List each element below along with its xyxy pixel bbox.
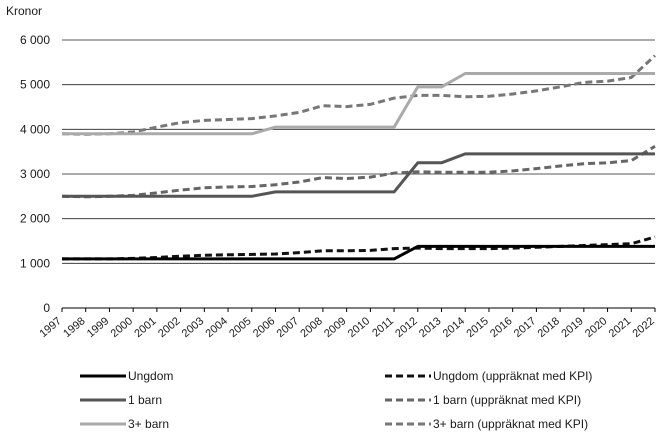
- x-tick-label: 2021: [607, 315, 633, 340]
- x-tick-label: 2015: [464, 315, 490, 340]
- y-tick-label: 1 000: [20, 256, 50, 270]
- x-tick-label: 2004: [203, 315, 229, 340]
- y-tick-label: 0: [43, 301, 50, 315]
- series-line: [61, 54, 657, 136]
- legend-label: 1 barn: [128, 393, 162, 407]
- legend: Ungdom 1 barn 3+ barn Ungdom (uppräknat med…: [80, 369, 592, 431]
- x-tick-label: 2012: [393, 315, 419, 340]
- x-tick-label: 2005: [227, 315, 253, 340]
- legend-label: Ungdom: [128, 369, 173, 383]
- y-tick-labels: 0 1 000 2 000 3 000 4 000 5 000 6 000: [20, 33, 50, 315]
- series-line: [62, 244, 655, 261]
- series-line: [62, 72, 655, 136]
- x-tick-label: 2009: [322, 315, 348, 340]
- y-tick-label: 5 000: [20, 78, 50, 92]
- series-line: [62, 235, 656, 261]
- x-tick-label: 2019: [559, 315, 585, 340]
- series-line: [62, 152, 655, 198]
- x-tick-label: 2013: [417, 315, 443, 340]
- x-tick-label: 2006: [251, 315, 277, 340]
- x-tick-label: 2018: [536, 315, 562, 340]
- x-tick-label: 2001: [132, 315, 158, 340]
- x-tick-label: 2016: [488, 315, 514, 340]
- x-tick-label: 1997: [37, 315, 63, 340]
- x-tick-label: 2010: [346, 315, 372, 340]
- gridlines: [62, 39, 655, 309]
- series-lines: [61, 54, 657, 261]
- x-tick-label: 1998: [61, 315, 87, 340]
- x-tick-label: 2003: [180, 315, 206, 340]
- x-tick-label: 2022: [630, 315, 656, 340]
- x-tick-label: 2007: [275, 315, 301, 340]
- x-tick-label: 2011: [370, 315, 396, 339]
- y-tick-label: 4 000: [20, 122, 50, 136]
- series-line: [61, 145, 656, 199]
- x-tick-label: 2017: [512, 315, 538, 340]
- y-tick-label: 3 000: [20, 167, 50, 181]
- x-tick-label: 2020: [583, 315, 609, 340]
- x-tick-label: 2008: [298, 315, 324, 340]
- x-tick-label: 2000: [109, 315, 135, 340]
- y-tick-label: 6 000: [20, 33, 50, 47]
- legend-label: Ungdom (uppräknat med KPI): [433, 369, 592, 383]
- legend-label: 1 barn (uppräknat med KPI): [433, 393, 581, 407]
- y-tick-label: 2 000: [20, 212, 50, 226]
- legend-label: 3+ barn: [128, 417, 169, 431]
- x-axis: 1997199819992000200120022003200420052006…: [37, 308, 657, 340]
- x-tick-label: 2002: [156, 315, 182, 340]
- y-axis-label: Kronor: [6, 4, 42, 18]
- x-tick-label: 2014: [441, 315, 467, 340]
- legend-label: 3+ barn (uppräknat med KPI): [433, 417, 588, 431]
- x-tick-label: 1999: [85, 315, 111, 340]
